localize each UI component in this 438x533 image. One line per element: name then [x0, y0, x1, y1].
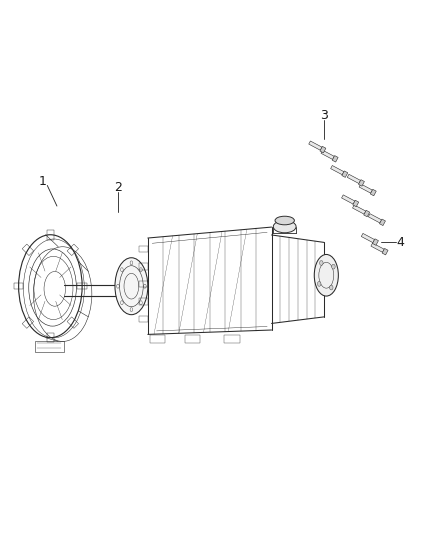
Ellipse shape: [275, 216, 294, 225]
Polygon shape: [371, 243, 384, 252]
Ellipse shape: [318, 281, 321, 286]
Polygon shape: [372, 239, 378, 245]
Text: 1: 1: [39, 175, 47, 188]
Polygon shape: [320, 147, 326, 153]
Polygon shape: [332, 156, 338, 162]
Polygon shape: [321, 150, 334, 159]
Text: 3: 3: [320, 109, 328, 122]
Ellipse shape: [115, 258, 148, 314]
Ellipse shape: [273, 221, 296, 233]
Polygon shape: [361, 233, 374, 243]
Ellipse shape: [320, 261, 323, 265]
Polygon shape: [379, 219, 385, 225]
Text: 2: 2: [114, 181, 122, 194]
Ellipse shape: [329, 285, 333, 290]
Polygon shape: [370, 189, 376, 196]
Polygon shape: [342, 171, 348, 177]
Polygon shape: [309, 141, 322, 150]
Polygon shape: [382, 248, 388, 255]
Polygon shape: [353, 205, 366, 214]
Polygon shape: [359, 184, 372, 193]
Polygon shape: [368, 214, 381, 223]
Text: 4: 4: [397, 236, 405, 249]
Polygon shape: [358, 180, 364, 186]
Ellipse shape: [314, 254, 338, 296]
Polygon shape: [331, 166, 344, 175]
Ellipse shape: [332, 264, 335, 269]
Polygon shape: [347, 174, 360, 183]
Polygon shape: [364, 211, 370, 217]
Polygon shape: [353, 200, 359, 207]
Polygon shape: [342, 195, 355, 204]
